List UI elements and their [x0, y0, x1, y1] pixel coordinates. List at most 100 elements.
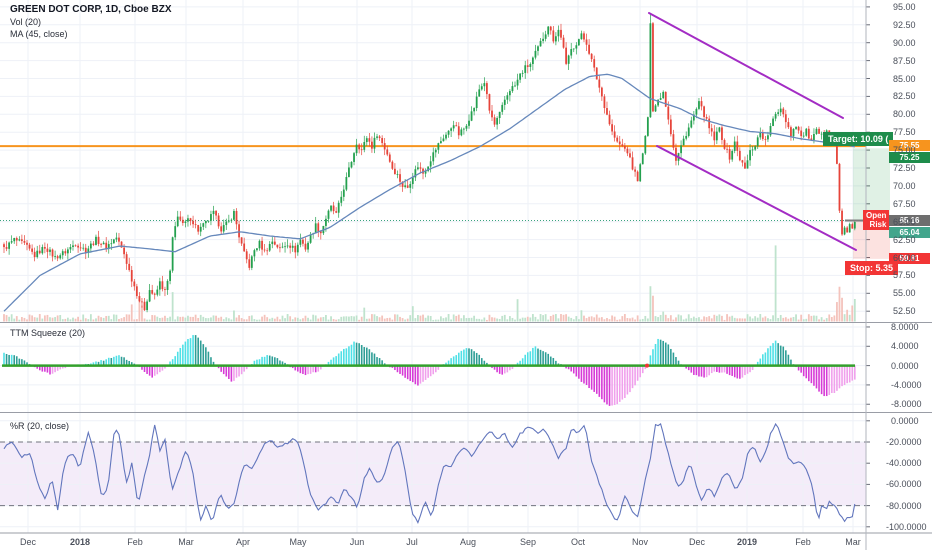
- squeeze-bar: [613, 365, 616, 405]
- volume-bar: [511, 317, 514, 322]
- percent-r-line[interactable]: [3, 422, 856, 525]
- symbol-legend[interactable]: GREEN DOT CORP, 1D, Cboe BZX: [10, 4, 172, 15]
- volume-bar: [66, 317, 69, 322]
- ma45-line[interactable]: [3, 73, 855, 312]
- candle-body: [549, 26, 552, 31]
- squeeze-bar: [815, 365, 818, 389]
- squeeze-bar: [537, 348, 539, 366]
- time-axis-label[interactable]: Apr: [235, 537, 251, 547]
- candle-body: [483, 83, 486, 87]
- time-axis-label[interactable]: Aug: [459, 537, 477, 547]
- volume-bar: [215, 315, 217, 322]
- candle-body: [606, 108, 608, 115]
- volume-bar: [807, 314, 810, 322]
- volume-bar: [422, 314, 424, 322]
- squeeze-bar: [455, 355, 458, 366]
- squeeze-bar: [373, 353, 376, 366]
- candle-body: [337, 202, 340, 213]
- time-axis-label[interactable]: 2019: [736, 537, 758, 547]
- squeeze-bar: [297, 365, 299, 372]
- volume-bar: [263, 314, 266, 322]
- squeeze-bar: [478, 354, 481, 366]
- candle-body: [761, 132, 764, 139]
- percent-r-legend[interactable]: %R (20, close): [10, 421, 70, 431]
- squeeze-bar: [838, 365, 841, 389]
- squeeze-bar: [153, 365, 156, 376]
- candle-body: [233, 210, 235, 220]
- time-axis-label[interactable]: Dec: [19, 537, 37, 547]
- volume-bar: [777, 318, 780, 322]
- squeeze-bar: [276, 358, 279, 366]
- time-axis-label[interactable]: 2018: [69, 537, 91, 547]
- price-axis-tick: 92.50: [893, 19, 916, 30]
- candle-body: [125, 254, 128, 264]
- ma-legend[interactable]: MA (45, close): [10, 29, 68, 39]
- candle-body: [276, 244, 279, 248]
- volume-bar: [710, 318, 713, 322]
- squeeze-bar: [36, 365, 39, 369]
- time-axis-label[interactable]: Jun: [349, 537, 365, 547]
- squeeze-bar: [721, 365, 723, 373]
- purple-trendline[interactable]: [656, 145, 857, 251]
- time-axis-label[interactable]: Feb: [795, 537, 811, 547]
- candle-body: [841, 210, 843, 235]
- squeeze-histogram[interactable]: [3, 335, 856, 406]
- candle-body: [813, 133, 815, 140]
- squeeze-bar: [412, 365, 414, 383]
- time-axis-label[interactable]: Dec: [688, 537, 706, 547]
- target-label[interactable]: Target: 10.09 (: [823, 132, 894, 146]
- volume-bar: [381, 315, 384, 322]
- time-axis-label[interactable]: Mar: [845, 537, 861, 547]
- price-axis-panel[interactable]: [866, 0, 932, 550]
- time-axis-label[interactable]: Nov: [631, 537, 649, 547]
- volume-bar: [463, 315, 465, 322]
- volume-bar: [391, 319, 394, 322]
- volume-bar: [830, 317, 833, 322]
- volume-bar: [708, 316, 711, 322]
- volume-legend[interactable]: Vol (20): [10, 17, 42, 27]
- squeeze-bar: [314, 365, 317, 373]
- candle-body: [534, 50, 537, 58]
- volume-bar: [235, 317, 238, 322]
- squeeze-bar: [210, 357, 212, 366]
- squeeze-bar: [235, 365, 238, 378]
- open-risk-label[interactable]: Open Risk: [863, 210, 890, 230]
- volume-bar: [526, 316, 529, 322]
- candle-body: [87, 248, 90, 253]
- squeeze-bar: [424, 365, 427, 380]
- squeeze-bar: [631, 365, 634, 389]
- candle-body: [56, 256, 59, 259]
- candle-body: [662, 91, 665, 99]
- purple-trendline[interactable]: [648, 12, 844, 119]
- volume-bar: [608, 319, 611, 322]
- stop-label[interactable]: Stop: 5.35: [845, 261, 899, 275]
- ttm-squeeze-legend[interactable]: TTM Squeeze (20): [10, 328, 86, 338]
- squeeze-bar: [700, 365, 703, 377]
- candle-body: [199, 226, 202, 232]
- volume-bar: [751, 318, 754, 322]
- candle-body: [245, 251, 248, 260]
- volume-bar: [677, 314, 680, 322]
- stop-price-badge: 59.81: [889, 253, 930, 264]
- squeeze-bar: [677, 360, 680, 366]
- price-axis-tick: 85.00: [893, 73, 916, 84]
- squeeze-bar: [841, 365, 843, 387]
- wr-axis-tick: 0.0000: [891, 415, 919, 426]
- time-axis-label[interactable]: Feb: [127, 537, 143, 547]
- volume-bar: [470, 317, 473, 322]
- squeeze-bar: [233, 365, 235, 381]
- squeeze-bar: [782, 346, 785, 366]
- candlesticks[interactable]: [3, 14, 856, 313]
- time-axis-label[interactable]: Sep: [519, 537, 537, 547]
- time-axis-label[interactable]: May: [289, 537, 307, 547]
- time-axis-label[interactable]: Jul: [406, 537, 418, 547]
- squeeze-bar: [716, 365, 718, 372]
- profit-zone-box[interactable]: [853, 148, 890, 221]
- squeeze-bar: [284, 362, 286, 366]
- squeeze-bar: [611, 365, 613, 406]
- time-axis-label[interactable]: Mar: [178, 537, 194, 547]
- squeeze-bar: [519, 360, 521, 366]
- candle-body: [5, 247, 8, 249]
- time-axis-label[interactable]: Oct: [570, 537, 586, 547]
